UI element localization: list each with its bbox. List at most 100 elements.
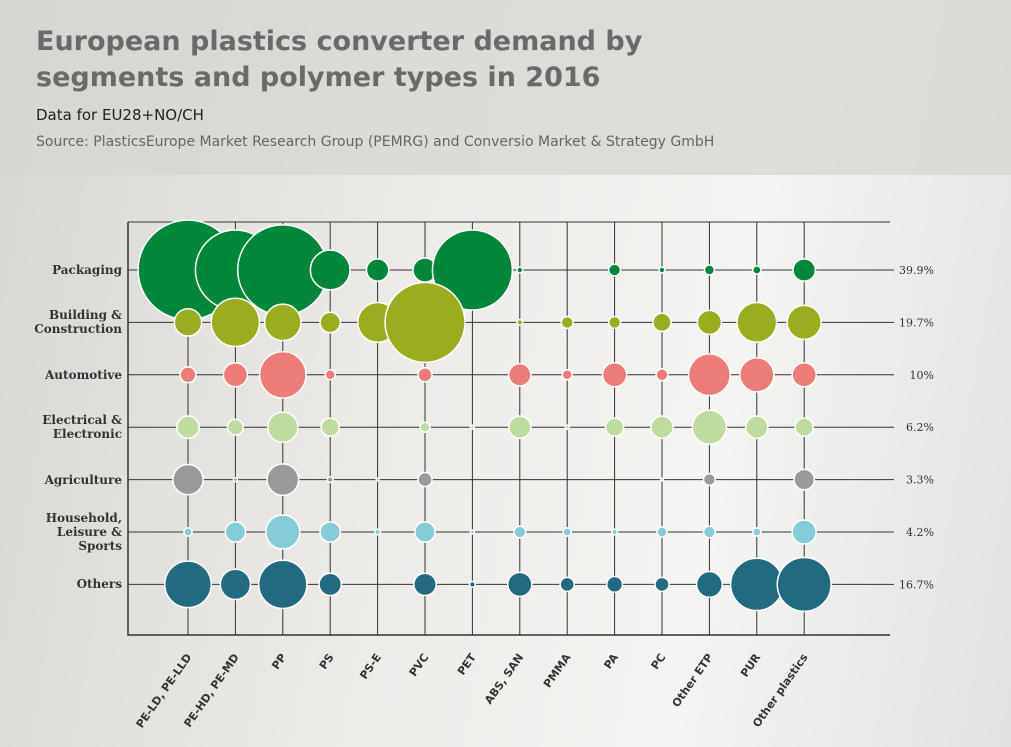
bubble bbox=[792, 258, 817, 282]
bubble bbox=[751, 265, 762, 275]
share-label: 4.2% bbox=[906, 526, 934, 539]
bubble bbox=[687, 353, 732, 397]
x-tick-label: PC bbox=[649, 651, 669, 672]
bubble bbox=[224, 521, 247, 543]
bubble bbox=[702, 472, 717, 487]
x-tick-label: ABS, SAN bbox=[482, 651, 526, 706]
bubble bbox=[417, 366, 433, 383]
bubble bbox=[373, 528, 382, 536]
bubble bbox=[652, 312, 672, 333]
share-label: 3.3% bbox=[906, 474, 934, 487]
bubble bbox=[173, 307, 203, 337]
x-tick-label: PS bbox=[317, 651, 337, 672]
bubble bbox=[507, 571, 533, 598]
share-label: 6.2% bbox=[906, 421, 934, 434]
bubble bbox=[793, 468, 816, 491]
subtitle: Data for EU28+NO/CH bbox=[36, 106, 204, 124]
bubble bbox=[696, 309, 723, 336]
share-label: 10% bbox=[910, 369, 934, 382]
bubble bbox=[183, 527, 193, 537]
bubble bbox=[562, 527, 573, 537]
bubble bbox=[776, 556, 832, 613]
x-tick-label: PMMA bbox=[541, 651, 574, 690]
bubble bbox=[736, 301, 778, 343]
bubble bbox=[739, 357, 775, 393]
bubble bbox=[751, 527, 762, 537]
x-tick-label: PP bbox=[269, 651, 289, 672]
bubble bbox=[219, 568, 252, 601]
bubble bbox=[263, 303, 302, 342]
bubble bbox=[258, 350, 307, 399]
bubble bbox=[659, 477, 665, 482]
bubble bbox=[257, 559, 308, 610]
bubble bbox=[417, 471, 433, 488]
bubble bbox=[658, 266, 666, 274]
bubble bbox=[744, 415, 769, 440]
bubble bbox=[384, 281, 466, 364]
bubble bbox=[326, 475, 334, 484]
bubble bbox=[375, 477, 380, 482]
bubble bbox=[469, 424, 476, 430]
bubble bbox=[650, 415, 674, 440]
bubble bbox=[564, 424, 570, 430]
row-label: Automotive bbox=[45, 367, 122, 382]
bubble bbox=[419, 421, 431, 433]
share-label: 39.9% bbox=[899, 264, 934, 277]
x-tick-label: PET bbox=[455, 651, 479, 678]
bubble bbox=[232, 476, 239, 483]
bubble bbox=[266, 411, 299, 444]
bubble bbox=[560, 315, 574, 330]
bubble bbox=[794, 417, 815, 438]
bubble bbox=[179, 366, 197, 384]
bubble bbox=[604, 417, 625, 438]
bubble bbox=[610, 528, 619, 536]
bubble bbox=[691, 409, 728, 445]
row-label: Agriculture bbox=[44, 472, 122, 487]
bubble bbox=[210, 297, 261, 348]
bubble bbox=[702, 525, 717, 539]
bubble bbox=[729, 557, 784, 612]
chart-title: European plastics converter demand by se… bbox=[36, 26, 643, 93]
bubble bbox=[655, 368, 669, 382]
bubble bbox=[516, 318, 524, 327]
bubble bbox=[791, 519, 817, 545]
row-label: Others bbox=[76, 577, 122, 592]
bubble bbox=[319, 521, 342, 543]
row-label: Building & Construction bbox=[34, 308, 122, 337]
bubble bbox=[786, 304, 822, 341]
bubble bbox=[324, 369, 336, 381]
bubble bbox=[468, 580, 477, 589]
bubble bbox=[172, 463, 204, 496]
bubble bbox=[469, 529, 476, 535]
x-tick-label: Other ETP bbox=[670, 651, 716, 709]
bubble bbox=[607, 263, 622, 277]
bubble bbox=[320, 417, 341, 438]
bubble bbox=[309, 249, 351, 291]
bubble bbox=[507, 362, 532, 387]
x-tick-label: PVC bbox=[407, 651, 432, 679]
bubble bbox=[265, 514, 301, 550]
bubble bbox=[266, 463, 300, 497]
bubble bbox=[222, 362, 249, 388]
bubble bbox=[318, 572, 343, 597]
bubble bbox=[164, 560, 212, 609]
bubble bbox=[176, 415, 200, 440]
axis-frame bbox=[127, 222, 890, 636]
bubble bbox=[319, 311, 342, 334]
bubble bbox=[516, 266, 524, 274]
row-label: Electrical & Electronic bbox=[42, 413, 122, 442]
x-tick-label: PUR bbox=[738, 651, 764, 680]
bubble bbox=[607, 315, 622, 330]
bubble bbox=[791, 362, 817, 388]
x-tick-label: PS-E bbox=[357, 651, 384, 681]
bubble bbox=[703, 264, 716, 276]
bubble bbox=[559, 576, 576, 593]
share-label: 16.7% bbox=[899, 578, 934, 591]
bubble bbox=[431, 229, 514, 311]
bubble bbox=[414, 521, 436, 543]
row-label: Household, Leisure & Sports bbox=[45, 511, 122, 553]
share-label: 19.7% bbox=[899, 316, 934, 329]
bubble bbox=[656, 526, 668, 538]
